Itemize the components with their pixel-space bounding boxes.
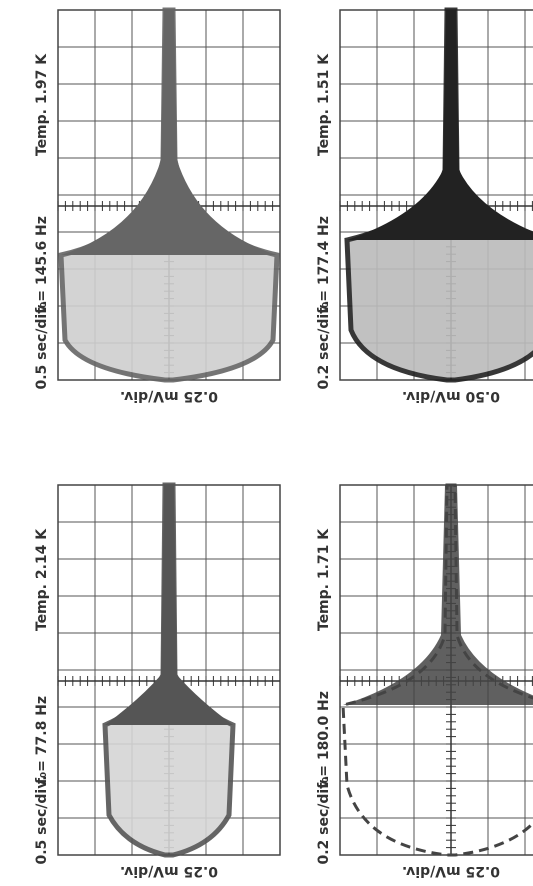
temperature-label: Temp. 2.14 K (34, 528, 50, 631)
time-scale-label: 0.5 sec/div. (34, 775, 50, 864)
scope-panel: Temp. 1.71 K f₀= 180.0 Hz0.2 sec/div. 0.25… (316, 483, 533, 879)
signal-spike (61, 10, 277, 255)
scope-panel: Temp. 1.51 K f₀= 177.4 Hz0.2 sec/div. 0.50… (316, 7, 533, 404)
temperature-label: Temp. 1.97 K (34, 53, 50, 156)
voltage-scale-label: 0.50 mV/div. (402, 388, 500, 404)
signal-spike (347, 10, 533, 240)
frequency-label: f₀= 177.4 Hz (316, 216, 332, 314)
scope-panel: Temp. 2.14 K f₀= 77.8 Hz0.5 sec/div. 0.25 … (34, 482, 281, 879)
temperature-label: Temp. 1.51 K (316, 53, 332, 156)
voltage-scale-label: 0.25 mV/div. (120, 863, 218, 879)
signal-spike (105, 485, 233, 725)
scope-panel: Temp. 1.97 K f₀= 145.6 Hz0.5 sec/div. 0.25… (34, 7, 281, 404)
frequency-label: f₀= 77.8 Hz (34, 696, 50, 784)
temperature-label: Temp. 1.71 K (316, 528, 332, 631)
time-scale-label: 0.5 sec/div. (34, 300, 50, 389)
time-scale-label: 0.2 sec/div. (316, 775, 332, 864)
signal-spike (343, 485, 533, 705)
voltage-scale-label: 0.25 mV/div. (402, 863, 500, 879)
frequency-label: f₀= 145.6 Hz (34, 216, 50, 314)
frequency-label: f₀= 180.0 Hz (316, 691, 332, 789)
time-scale-label: 0.2 sec/div. (316, 300, 332, 389)
voltage-scale-label: 0.25 mV/div. (120, 388, 218, 404)
